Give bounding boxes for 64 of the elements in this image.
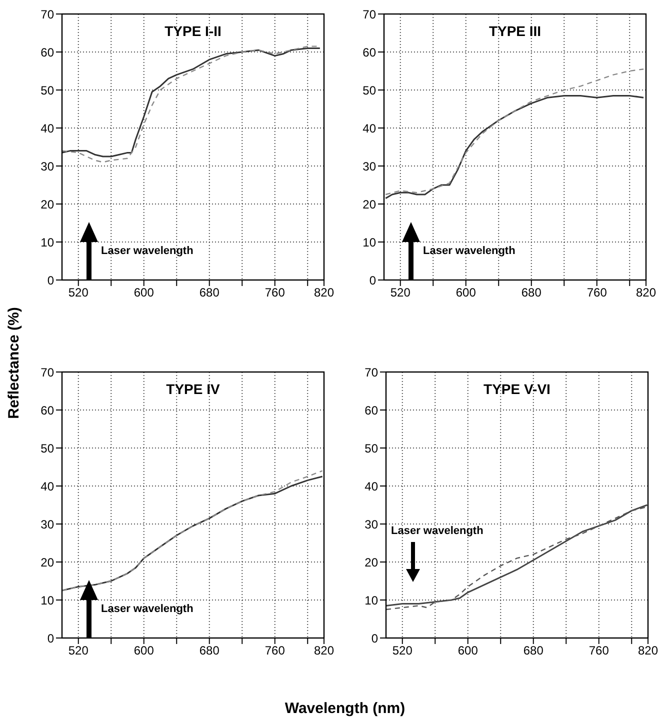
x-tick-label: 820 (638, 644, 658, 658)
text: TYPE IV (166, 381, 220, 397)
y-axis-title: Reflectance (%) (6, 307, 22, 419)
x-tick-label: 820 (314, 286, 334, 300)
x-tick-label: 600 (134, 644, 154, 658)
x-tick-label: 600 (456, 286, 476, 300)
x-tick-label: 520 (68, 644, 89, 658)
x-tick-label: 760 (264, 286, 286, 300)
annotation: Laser wavelength (391, 525, 484, 537)
y-tick-label: 10 (362, 235, 376, 250)
y-tick-label: 60 (40, 45, 54, 60)
x-tick-label: 760 (264, 644, 286, 658)
annotation: Laser wavelength (101, 245, 194, 257)
x-tick-label: 680 (521, 286, 542, 300)
x-tick-label: 760 (586, 286, 608, 300)
x-axis-title: Wavelength (nm) (284, 700, 406, 717)
y-tick-label: 70 (362, 7, 376, 22)
y-tick-label: 60 (362, 45, 376, 60)
line-series (385, 68, 644, 196)
x-tick-label: 820 (314, 644, 334, 658)
x-tick-label: 680 (523, 644, 544, 658)
y-tick-label: 50 (364, 441, 378, 456)
y-tick-label: 30 (40, 159, 54, 174)
y-tick-label: 0 (369, 273, 376, 288)
y-tick-label: 20 (364, 555, 378, 570)
text: TYPE I-II (164, 23, 222, 39)
x-tick-label: 520 (390, 286, 411, 300)
y-tick-label: 70 (40, 365, 54, 380)
y-tick-label: 60 (40, 403, 54, 418)
y-tick-label: 40 (362, 121, 376, 136)
y-tick-label: 30 (40, 517, 54, 532)
y-tick-label: 30 (362, 159, 376, 174)
y-tick-label: 10 (40, 593, 54, 608)
y-tick-label: 50 (40, 83, 54, 98)
y-tick-label: 50 (40, 441, 54, 456)
y-tick-label: 40 (364, 479, 378, 494)
annotation: Laser wavelength (423, 245, 516, 257)
y-tick-label: 0 (47, 273, 54, 288)
x-tick-label: 600 (458, 644, 478, 658)
text: TYPE III (488, 23, 542, 39)
y-tick-label: 70 (40, 7, 54, 22)
annotation: Laser wavelength (101, 603, 194, 615)
y-tick-label: 30 (364, 517, 378, 532)
x-tick-label: 680 (199, 644, 220, 658)
y-tick-label: 20 (40, 197, 54, 212)
y-tick-label: 20 (40, 555, 54, 570)
y-tick-label: 10 (40, 235, 54, 250)
y-tick-label: 40 (40, 479, 54, 494)
y-tick-label: 60 (364, 403, 378, 418)
y-tick-label: 10 (364, 593, 378, 608)
y-tick-label: 0 (371, 631, 378, 646)
x-tick-label: 520 (68, 286, 89, 300)
y-tick-label: 40 (40, 121, 54, 136)
x-tick-label: 820 (636, 286, 656, 300)
x-tick-label: 600 (134, 286, 154, 300)
y-tick-label: 0 (47, 631, 54, 646)
y-tick-label: 20 (362, 197, 376, 212)
x-tick-label: 760 (588, 644, 610, 658)
y-tick-label: 70 (364, 365, 378, 380)
line-series (384, 94, 644, 200)
y-tick-label: 50 (362, 83, 376, 98)
x-tick-label: 680 (199, 286, 220, 300)
text: TYPE V-VI (484, 381, 550, 397)
x-tick-label: 520 (392, 644, 413, 658)
